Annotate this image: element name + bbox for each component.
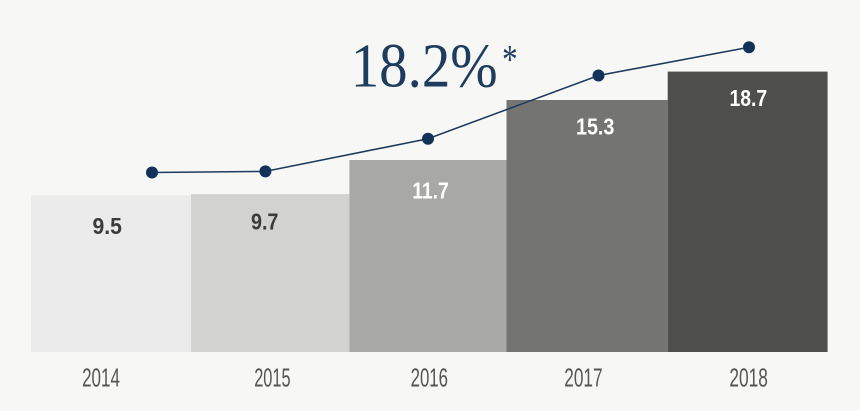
svg-text:18.7: 18.7 <box>729 85 767 111</box>
svg-text:9.5: 9.5 <box>93 213 122 239</box>
svg-text:*: * <box>502 36 517 82</box>
svg-text:2018: 2018 <box>729 364 768 392</box>
svg-text:11.7: 11.7 <box>412 177 449 203</box>
svg-text:9.7: 9.7 <box>251 209 279 235</box>
svg-text:2014: 2014 <box>82 364 120 392</box>
svg-text:18.2%: 18.2% <box>351 32 498 100</box>
svg-text:2016: 2016 <box>411 364 448 392</box>
svg-text:15.3: 15.3 <box>576 114 615 140</box>
svg-text:2015: 2015 <box>254 364 290 392</box>
svg-text:2017: 2017 <box>564 364 602 392</box>
